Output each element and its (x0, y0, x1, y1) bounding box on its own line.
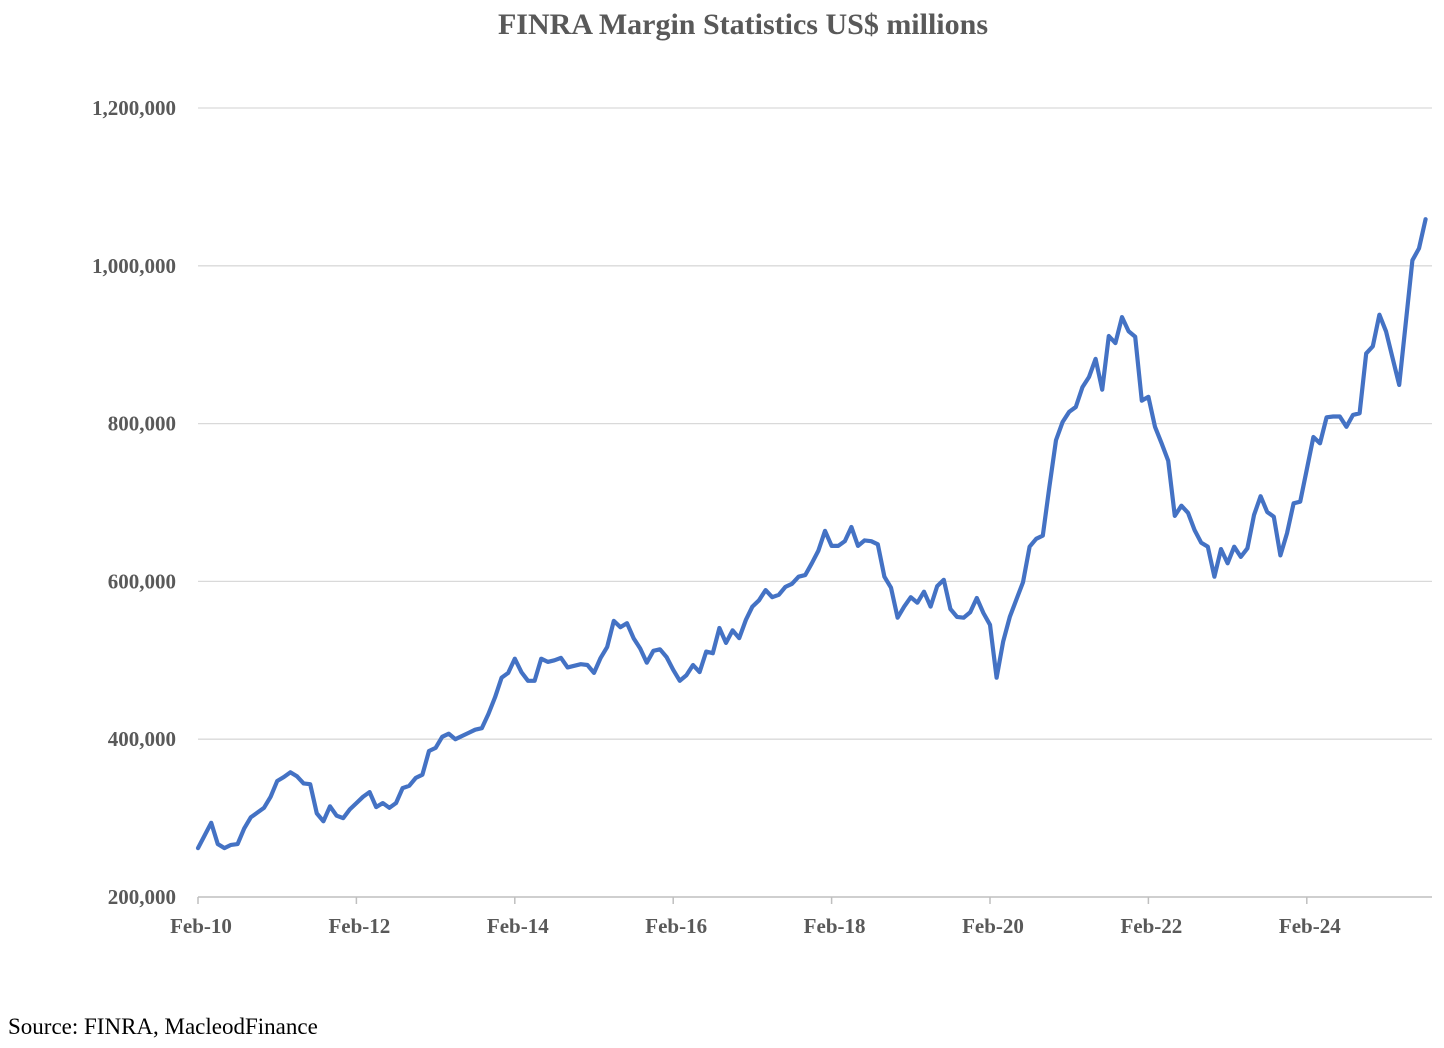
x-tick-label: Feb-14 (487, 914, 549, 938)
line-chart: FINRA Margin Statistics US$ millions 200… (92, 8, 1432, 938)
y-tick-label: 200,000 (108, 885, 176, 909)
y-axis-ticks: 200,000 400,000 600,000 800,000 1,000,000 1,2… (92, 96, 176, 909)
margin-debt-line (195, 217, 1428, 851)
gridlines (198, 107, 1432, 740)
x-tick-label: Feb-22 (1120, 914, 1182, 938)
y-tick-label: 1,000,000 (92, 254, 176, 278)
y-tick-label: 600,000 (108, 569, 176, 593)
source-note: Source: FINRA, MacleodFinance (8, 1014, 318, 1039)
y-tick-label: 800,000 (108, 412, 176, 436)
x-tick-label: Feb-20 (962, 914, 1024, 938)
series-group (195, 217, 1428, 851)
x-tick-label: Feb-18 (804, 914, 866, 938)
x-tick-label: Feb-10 (170, 914, 232, 938)
x-tick-label: Feb-12 (328, 914, 390, 938)
x-axis: Feb-10 Feb-12 Feb-14 Feb-16 Feb-18 Feb-20 Feb-… (170, 896, 1432, 938)
y-tick-label: 1,200,000 (92, 96, 176, 120)
x-tick-label: Feb-16 (645, 914, 707, 938)
y-tick-label: 400,000 (108, 727, 176, 751)
chart-title: FINRA Margin Statistics US$ millions (498, 8, 988, 41)
x-tick-label: Feb-24 (1279, 914, 1341, 938)
